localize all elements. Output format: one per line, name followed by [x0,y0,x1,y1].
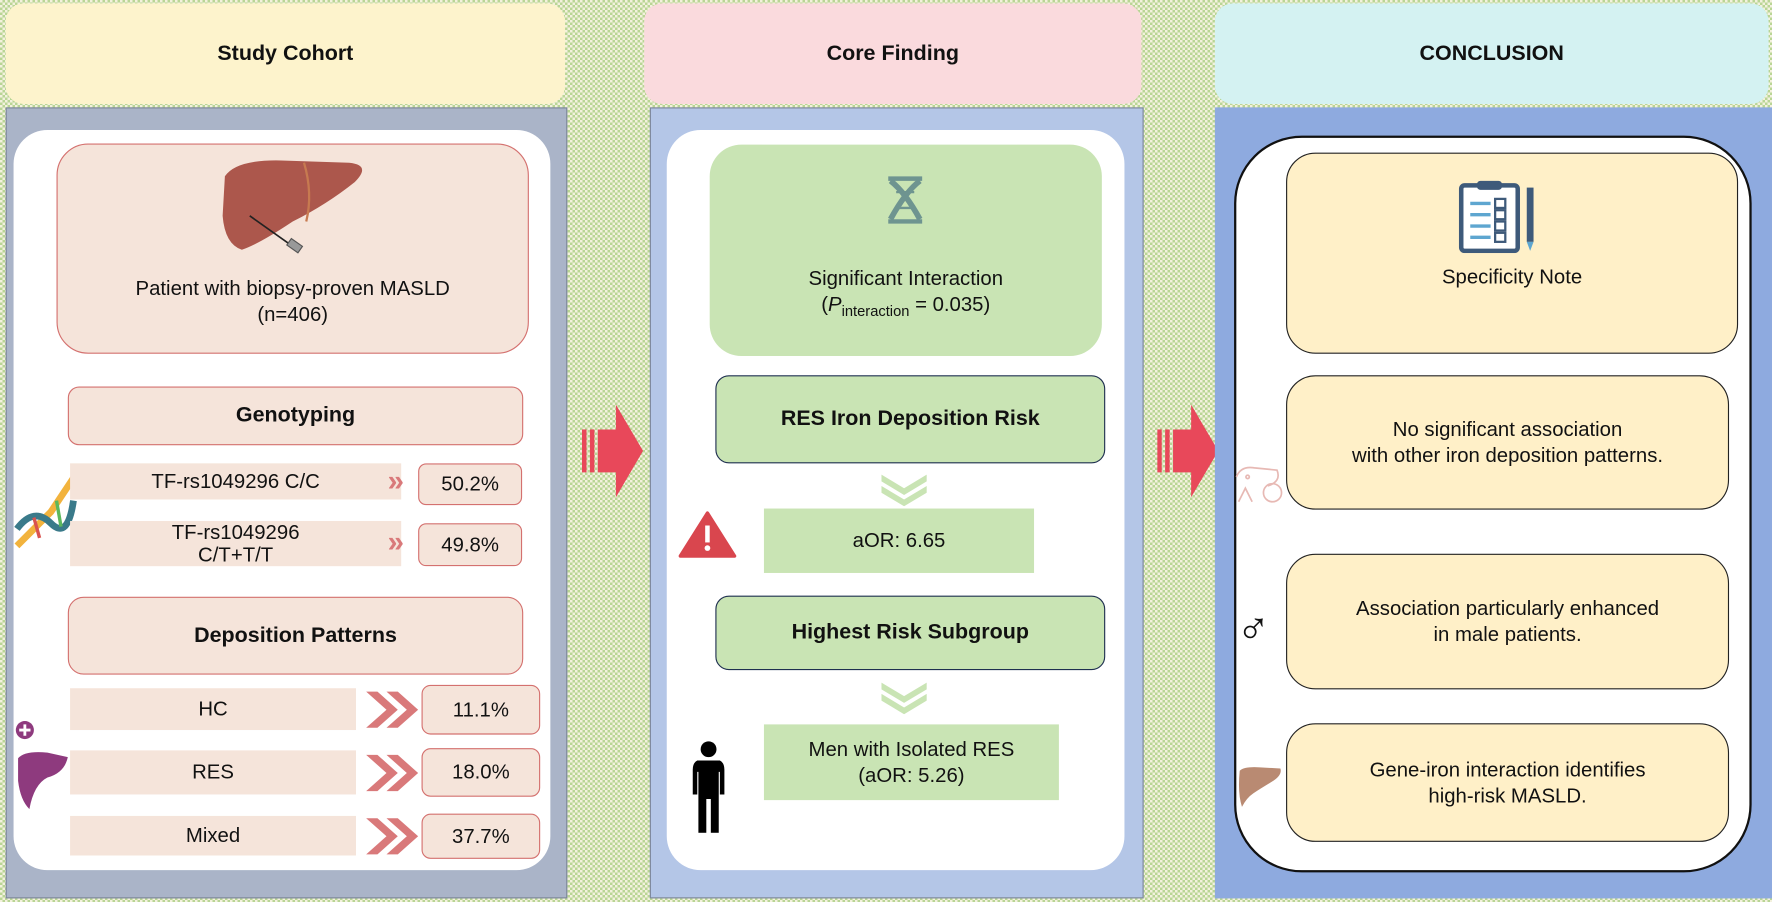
liver-medical-icon [15,721,68,810]
res-risk-box: RES Iron Deposition Risk [715,375,1106,464]
aor-box: aOR: 6.65 [763,508,1035,573]
dna-helix-icon [14,476,77,549]
genotype-ct-tt-pct: 49.8% [418,523,523,567]
liver-icon [1238,767,1281,807]
men-isolated-res-box: Men with Isolated RES (aOR: 5.26) [763,724,1059,801]
specificity-note-box: Specificity Note [1286,152,1739,354]
double-chevron-down-icon [881,682,927,715]
male-association-box: Association particularly enhanced in male… [1286,553,1730,690]
pattern-res-pct: 18.0% [421,748,541,797]
conclusion-header: CONCLUSION [1214,3,1769,104]
pattern-mixed-pct: 37.7% [421,813,541,859]
chevron-right-icon: » [387,463,404,498]
genotype-cc-pct: 50.2% [418,463,523,506]
chevron-right-icon: » [387,524,404,559]
p-interaction: (Pinteraction = 0.035) [821,293,991,320]
pattern-res-label: RES [70,750,356,795]
double-chevron-down-icon [881,474,927,507]
liver-biopsy-icon [222,160,363,254]
no-association-box: No significant association with other iro… [1286,375,1730,510]
dna-icon [888,176,923,224]
pattern-mixed-label: Mixed [70,815,356,856]
liver-analysis-icon [1235,466,1283,503]
double-chevron-right-icon [366,754,419,792]
warning-icon [678,511,737,558]
core-finding-header: Core Finding [644,3,1142,104]
male-symbol-icon: ♂ [1236,602,1271,653]
genotype-cc-label: TF-rs1049296 C/C [70,463,402,500]
genotype-ct-tt-label: TF-rs1049296 C/T+T/T [70,520,402,567]
significant-interaction-box: Significant Interaction (Pinteraction = … [709,144,1102,356]
man-icon [692,741,725,833]
gene-iron-box: Gene-iron interaction identifies high-ris… [1286,723,1730,842]
flow-arrow-right [1157,404,1219,498]
flow-arrow-right [582,404,644,498]
double-chevron-right-icon [366,691,419,728]
pattern-hc-label: HC [70,688,356,731]
clipboard-checklist-icon [1458,180,1534,254]
double-chevron-right-icon [366,818,419,855]
genotyping-title-box: Genotyping [67,386,524,446]
pattern-hc-pct: 11.1% [421,684,541,735]
deposition-title-box: Deposition Patterns [67,596,524,675]
highest-risk-subgroup-box: Highest Risk Subgroup [715,595,1106,671]
patient-box: Patient with biopsy-proven MASLD (n=406) [56,143,529,354]
study-cohort-header: Study Cohort [5,3,566,104]
